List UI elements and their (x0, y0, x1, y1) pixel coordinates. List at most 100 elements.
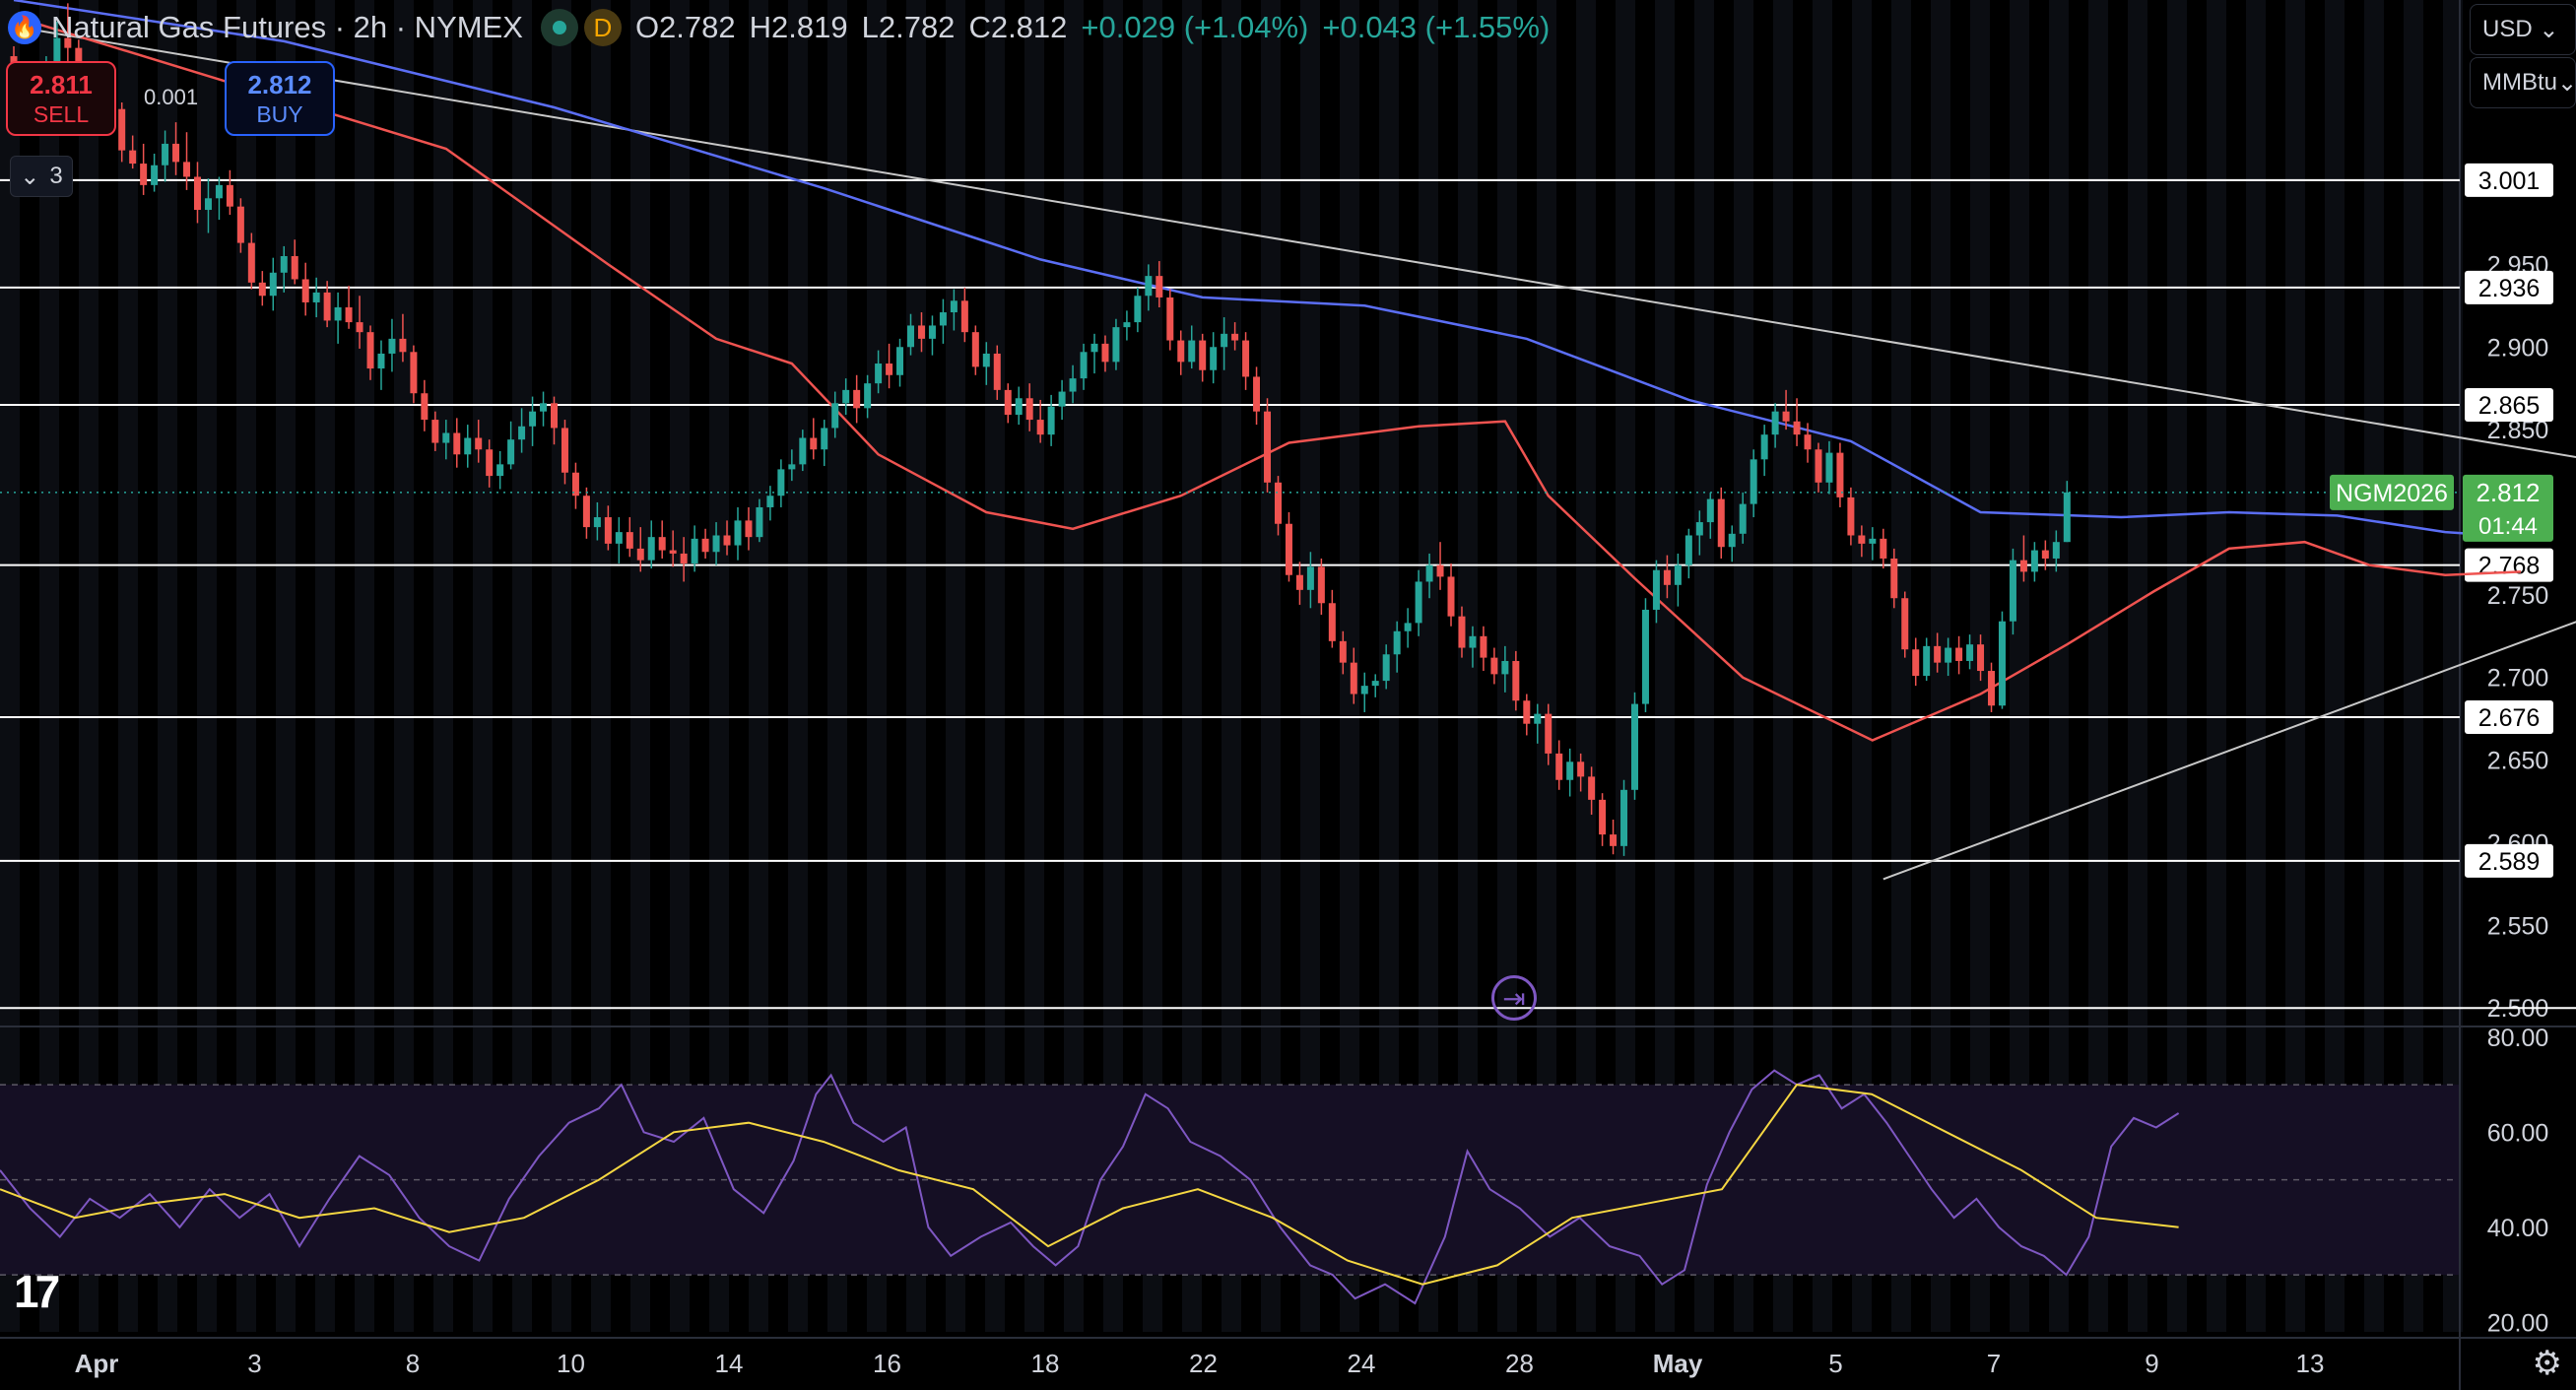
candle-body (118, 108, 126, 151)
candle-body (1112, 327, 1120, 363)
candle-body (1684, 535, 1692, 565)
ohlc-high: H2.819 (749, 10, 848, 44)
session-stripe (827, 0, 847, 1332)
candle-body (1242, 340, 1250, 377)
candle-body (1458, 616, 1466, 648)
rsi-axis-tick: 80.00 (2487, 1025, 2549, 1052)
candle-body (1080, 352, 1088, 379)
candle-body (442, 432, 450, 443)
candle-body (907, 325, 915, 348)
session-stripe (2246, 0, 2266, 1332)
unit-selector[interactable]: MMBtu ⌄ (2470, 57, 2576, 108)
candle-body (301, 279, 309, 302)
session-stripe (1773, 0, 1793, 1332)
candle-body (1306, 566, 1314, 590)
candle-body (1317, 566, 1325, 604)
price-change: +0.029 (+1.04%) (1081, 10, 1309, 44)
candle-body (1199, 340, 1207, 370)
candle-body (323, 292, 331, 321)
candle-body (1631, 703, 1638, 790)
tradingview-logo: 17 (14, 1266, 60, 1317)
trendline[interactable] (13, 25, 2576, 485)
candle-body (1221, 333, 1228, 348)
candle-body (993, 353, 1001, 390)
candle-body (1404, 623, 1412, 631)
candle-body (151, 165, 159, 185)
candle-body (1145, 276, 1153, 297)
candle-body (140, 164, 148, 185)
candle-body (1706, 498, 1714, 523)
candle-body (1955, 647, 1963, 661)
scroll-to-realtime-icon[interactable]: ⇥ (1491, 975, 1537, 1021)
session-stripe (1261, 0, 1281, 1332)
candle-body (626, 532, 633, 549)
level-label-bg (2465, 163, 2553, 197)
spread-value: 0.001 (144, 85, 199, 109)
time-axis-tick: Apr (75, 1349, 119, 1378)
candle-body (280, 256, 288, 273)
rsi-axis-tick: 60.00 (2487, 1119, 2549, 1147)
candle-body (1210, 347, 1218, 370)
candle-body (1793, 421, 1801, 435)
session-stripe (118, 0, 138, 1332)
countdown-tag: 01:44 (2478, 513, 2538, 540)
session-stripe (1891, 0, 1911, 1332)
candle-body (540, 403, 548, 412)
session-stripe (2325, 0, 2345, 1332)
currency-selector[interactable]: USD ⌄ (2470, 4, 2576, 55)
candle-body (421, 393, 429, 421)
candle-body (615, 532, 623, 544)
session-stripe (433, 0, 453, 1332)
candle-body (950, 300, 958, 313)
candle-body (1695, 522, 1703, 536)
candle-body (2041, 550, 2049, 559)
candle-body (788, 464, 796, 470)
candle-body (821, 428, 828, 450)
candle-body (356, 322, 363, 333)
session-stripe (946, 0, 965, 1332)
candle-body (1480, 635, 1487, 658)
symbol-title[interactable]: Natural Gas Futures · 2h · NYMEX (51, 10, 523, 44)
session-stripe (1419, 0, 1438, 1332)
session-stripe (2443, 0, 2463, 1332)
symbol-header: 🔥 Natural Gas Futures · 2h · NYMEX D O2.… (0, 0, 1563, 55)
candle-body (636, 548, 644, 561)
candle-body (1945, 647, 1952, 663)
candle-body (1760, 434, 1768, 460)
candle-body (1156, 276, 1163, 298)
candle-body (551, 403, 558, 429)
candle-body (982, 353, 990, 367)
indicators-toggle-button[interactable]: ⌄ 3 (10, 156, 73, 197)
candle-body (582, 496, 590, 528)
session-stripe (1852, 0, 1872, 1332)
candle-body (1815, 449, 1822, 483)
sell-button[interactable]: 2.811 SELL (6, 61, 116, 136)
candle-body (1923, 645, 1931, 677)
time-axis-tick: 22 (1189, 1349, 1218, 1378)
candle-body (864, 383, 872, 409)
candle-body (410, 352, 418, 394)
candle-body (1058, 391, 1066, 407)
price-axis-tick: 2.700 (2487, 665, 2549, 693)
candle-body (1436, 564, 1444, 577)
candle-body (1025, 398, 1033, 421)
candle-body (464, 437, 472, 455)
candle-body (1447, 576, 1455, 617)
ohlc-open: O2.782 (634, 10, 736, 44)
session-stripe (2404, 0, 2423, 1332)
buy-button[interactable]: 2.812 BUY (225, 61, 335, 136)
time-axis-tick: 3 (247, 1349, 261, 1378)
gear-icon[interactable]: ⚙ (2532, 1345, 2562, 1382)
candle-body (1469, 635, 1477, 648)
trendline[interactable] (1882, 570, 2576, 881)
session-stripe (1931, 0, 1950, 1332)
session-stripe (709, 0, 729, 1332)
candle-body (1382, 654, 1390, 682)
candle-body (366, 332, 374, 369)
candle-body (2063, 492, 2071, 543)
candle-body (1988, 671, 1996, 706)
symbol-tag: NGM2026 (2336, 480, 2448, 507)
candle-body (172, 143, 180, 163)
ohlc-low: L2.782 (861, 10, 956, 44)
